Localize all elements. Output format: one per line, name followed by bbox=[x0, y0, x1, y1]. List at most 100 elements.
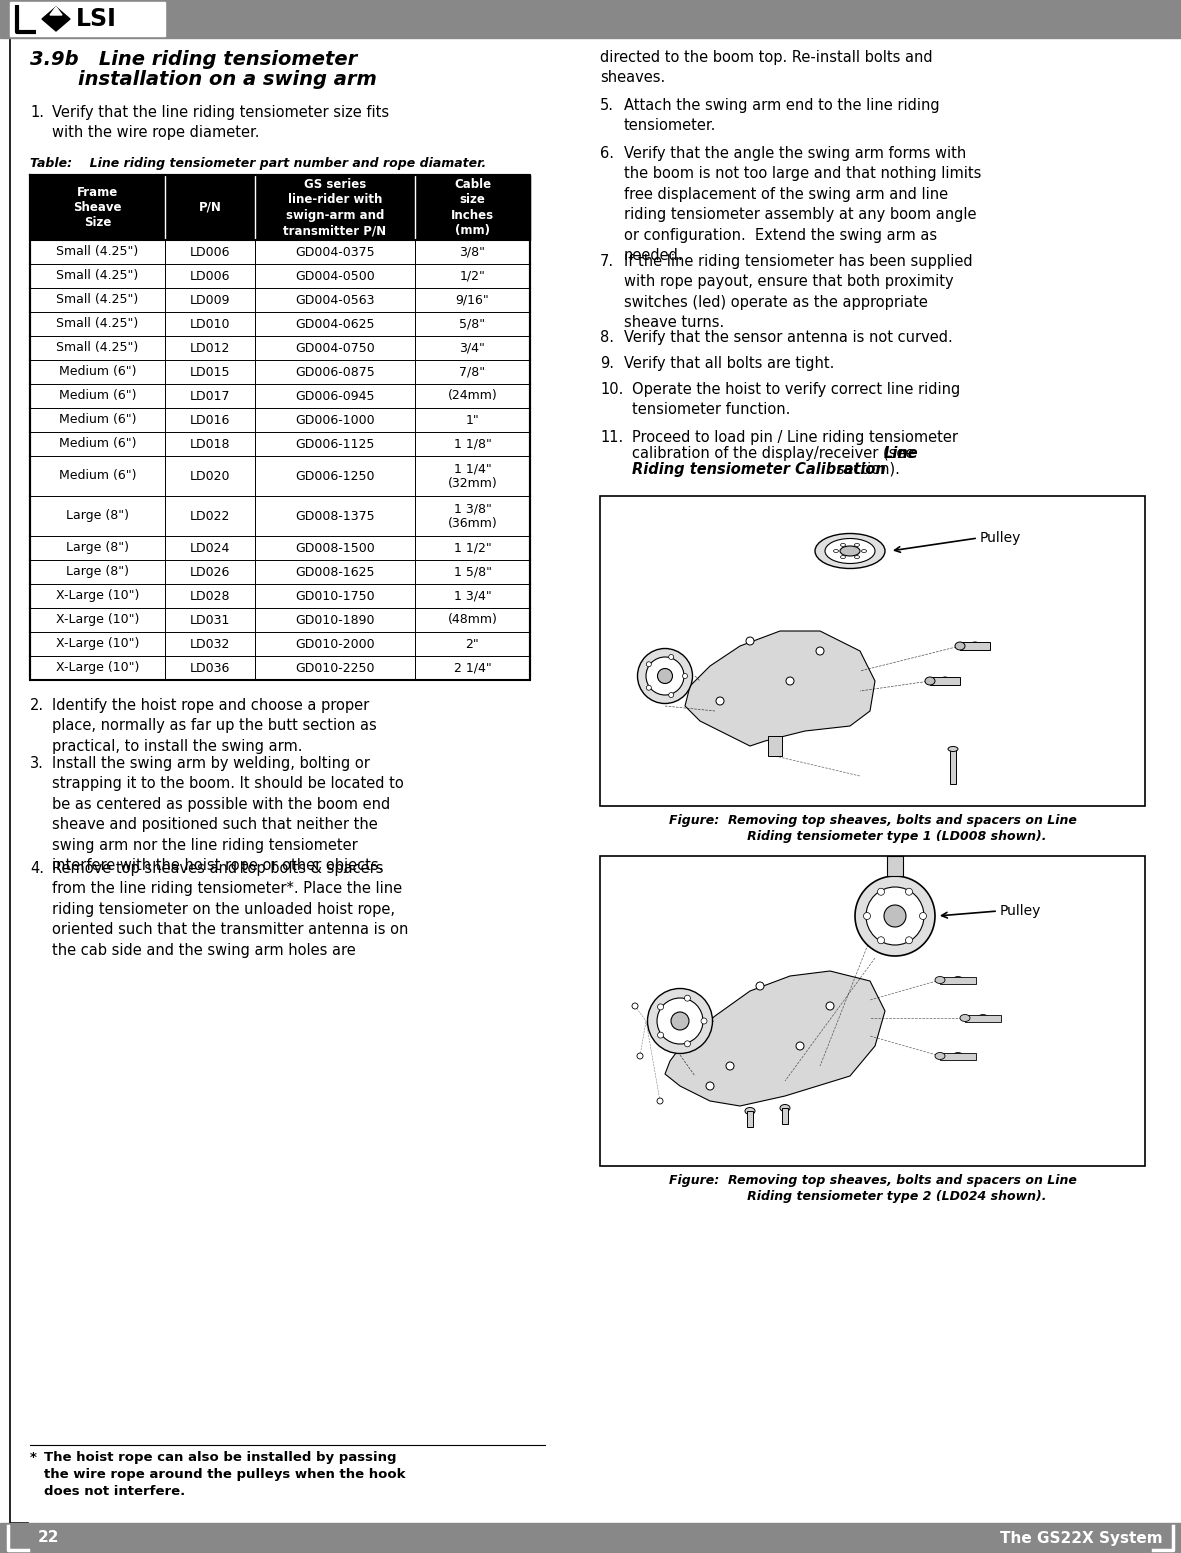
Text: GD004-0500: GD004-0500 bbox=[295, 270, 374, 283]
Bar bbox=[782, 1107, 788, 1124]
Text: section).: section). bbox=[831, 461, 900, 477]
Text: 1 1/4"
(32mm): 1 1/4" (32mm) bbox=[448, 461, 497, 491]
Text: 3.9b   Line riding tensiometer: 3.9b Line riding tensiometer bbox=[30, 50, 357, 68]
Text: installation on a swing arm: installation on a swing arm bbox=[78, 70, 377, 89]
Text: LD031: LD031 bbox=[190, 613, 230, 626]
Ellipse shape bbox=[826, 1002, 834, 1009]
Text: Line: Line bbox=[885, 446, 919, 461]
Bar bbox=[30, 495, 530, 536]
Bar bbox=[30, 432, 530, 457]
Bar bbox=[940, 1053, 976, 1059]
Ellipse shape bbox=[716, 697, 724, 705]
Ellipse shape bbox=[970, 641, 980, 651]
Bar bbox=[30, 175, 530, 241]
Bar bbox=[30, 312, 530, 335]
Text: LD017: LD017 bbox=[190, 390, 230, 402]
Text: LD015: LD015 bbox=[190, 365, 230, 379]
Text: GS series
line-rider with
swign-arm and
transmitter P/N: GS series line-rider with swign-arm and … bbox=[283, 177, 386, 238]
Ellipse shape bbox=[920, 913, 927, 919]
Ellipse shape bbox=[953, 977, 963, 983]
Text: 2": 2" bbox=[465, 637, 479, 651]
Text: GD010-1750: GD010-1750 bbox=[295, 590, 374, 603]
Bar bbox=[950, 749, 955, 784]
Text: 8.: 8. bbox=[600, 329, 614, 345]
Text: Verify that all bolts are tight.: Verify that all bolts are tight. bbox=[624, 356, 834, 371]
Ellipse shape bbox=[863, 913, 870, 919]
Ellipse shape bbox=[935, 977, 945, 983]
Text: LD032: LD032 bbox=[190, 637, 230, 651]
Bar bbox=[960, 641, 990, 651]
Bar bbox=[30, 384, 530, 408]
Text: LD006: LD006 bbox=[190, 245, 230, 258]
Ellipse shape bbox=[861, 550, 867, 553]
Text: (48mm): (48mm) bbox=[448, 613, 497, 626]
Ellipse shape bbox=[756, 981, 764, 989]
Text: Cable
size
Inches
(mm): Cable size Inches (mm) bbox=[451, 177, 494, 238]
Text: Frame
Sheave
Size: Frame Sheave Size bbox=[73, 185, 122, 230]
Bar bbox=[965, 1014, 1001, 1022]
Ellipse shape bbox=[935, 1053, 945, 1059]
Ellipse shape bbox=[866, 887, 924, 944]
Bar bbox=[30, 632, 530, 655]
Bar bbox=[30, 536, 530, 561]
Ellipse shape bbox=[834, 550, 839, 553]
Ellipse shape bbox=[668, 654, 673, 660]
Bar bbox=[929, 677, 960, 685]
Text: 1/2": 1/2" bbox=[459, 270, 485, 283]
Ellipse shape bbox=[668, 693, 673, 697]
Text: 1": 1" bbox=[465, 413, 479, 427]
Bar bbox=[768, 736, 782, 756]
Ellipse shape bbox=[841, 556, 846, 559]
Ellipse shape bbox=[779, 1104, 790, 1112]
Ellipse shape bbox=[745, 1107, 755, 1115]
Text: Medium (6"): Medium (6") bbox=[59, 469, 136, 483]
Text: 5/8": 5/8" bbox=[459, 317, 485, 331]
Bar bbox=[940, 977, 976, 983]
Text: LD020: LD020 bbox=[190, 469, 230, 483]
Bar bbox=[30, 655, 530, 680]
Text: 6.: 6. bbox=[600, 146, 614, 162]
Ellipse shape bbox=[671, 1013, 689, 1030]
Ellipse shape bbox=[978, 1014, 988, 1022]
Ellipse shape bbox=[948, 747, 958, 752]
Text: GD010-2000: GD010-2000 bbox=[295, 637, 374, 651]
Bar bbox=[30, 457, 530, 495]
Ellipse shape bbox=[885, 905, 906, 927]
Text: GD006-0875: GD006-0875 bbox=[295, 365, 374, 379]
Text: 3/4": 3/4" bbox=[459, 342, 485, 354]
Text: Large (8"): Large (8") bbox=[66, 565, 129, 579]
Ellipse shape bbox=[960, 1014, 970, 1022]
Text: 1 1/2": 1 1/2" bbox=[454, 542, 491, 554]
Ellipse shape bbox=[646, 685, 651, 690]
Polygon shape bbox=[50, 8, 61, 16]
Bar bbox=[600, 856, 1146, 1166]
Text: 1 5/8": 1 5/8" bbox=[454, 565, 491, 579]
Text: 1 3/4": 1 3/4" bbox=[454, 590, 491, 603]
Text: LD006: LD006 bbox=[190, 270, 230, 283]
Ellipse shape bbox=[658, 1033, 664, 1037]
Text: LD036: LD036 bbox=[190, 662, 230, 674]
Text: LSI: LSI bbox=[76, 8, 117, 31]
Text: GD008-1500: GD008-1500 bbox=[295, 542, 374, 554]
Text: GD008-1625: GD008-1625 bbox=[295, 565, 374, 579]
Ellipse shape bbox=[855, 544, 860, 547]
Text: 7.: 7. bbox=[600, 255, 614, 269]
Polygon shape bbox=[43, 8, 70, 31]
Polygon shape bbox=[685, 631, 875, 745]
Text: The hoist rope can also be installed by passing
the wire rope around the pulleys: The hoist rope can also be installed by … bbox=[44, 1451, 405, 1499]
Text: GD004-0375: GD004-0375 bbox=[295, 245, 374, 258]
Text: 4.: 4. bbox=[30, 860, 44, 876]
Text: If the line riding tensiometer has been supplied
with rope payout, ensure that b: If the line riding tensiometer has been … bbox=[624, 255, 973, 331]
Ellipse shape bbox=[647, 989, 712, 1053]
Bar bbox=[30, 287, 530, 312]
Ellipse shape bbox=[877, 888, 885, 895]
Text: Large (8"): Large (8") bbox=[66, 509, 129, 522]
Text: Medium (6"): Medium (6") bbox=[59, 390, 136, 402]
Ellipse shape bbox=[906, 888, 913, 895]
Text: The GS22X System: The GS22X System bbox=[1000, 1531, 1163, 1545]
Text: GD010-1890: GD010-1890 bbox=[295, 613, 374, 626]
Text: Figure:  Removing top sheaves, bolts and spacers on Line
           Riding tensi: Figure: Removing top sheaves, bolts and … bbox=[668, 814, 1076, 843]
Text: 2.: 2. bbox=[30, 697, 44, 713]
Ellipse shape bbox=[646, 662, 651, 666]
Ellipse shape bbox=[940, 677, 950, 685]
